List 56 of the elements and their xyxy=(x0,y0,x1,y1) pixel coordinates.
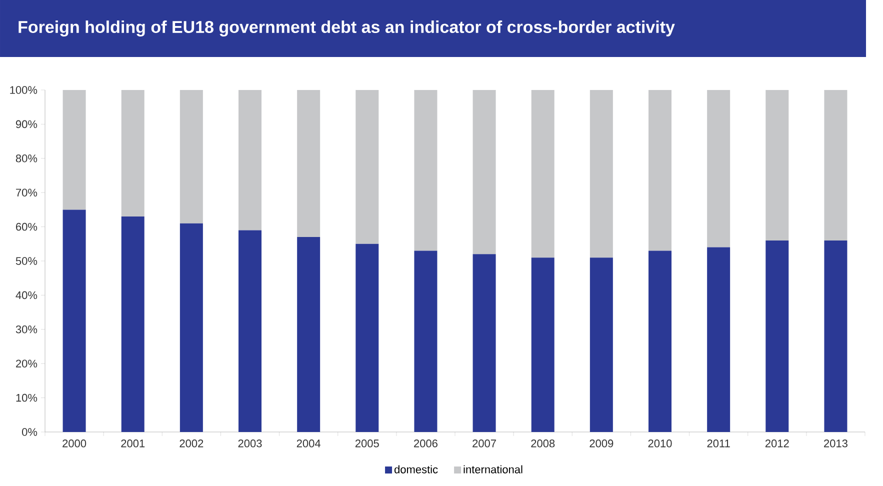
x-tick-label: 2007 xyxy=(472,440,496,448)
y-tick-label: 0% xyxy=(22,428,38,436)
x-tick-label: 2004 xyxy=(296,440,320,448)
chart-title: Foreign holding of EU18 government debt as an indicator of cross-border activity xyxy=(18,20,675,36)
x-tick-label: 2001 xyxy=(121,440,145,448)
x-tick-label: 2009 xyxy=(590,440,614,448)
x-tick-label: 2003 xyxy=(238,440,262,448)
x-tick-label: 2011 xyxy=(707,440,730,448)
bar xyxy=(824,240,848,432)
bar xyxy=(238,230,262,432)
legend-label: international xyxy=(464,465,522,474)
bar xyxy=(648,90,672,251)
y-tick-label: 80% xyxy=(16,154,38,162)
bar xyxy=(121,216,144,432)
bar xyxy=(62,90,86,210)
legend-label: domestic xyxy=(394,465,438,474)
bar xyxy=(356,244,379,432)
bar xyxy=(180,90,203,224)
bar xyxy=(62,210,86,432)
bar xyxy=(472,90,496,254)
bar xyxy=(824,90,848,240)
x-tick-label: 2005 xyxy=(355,440,379,448)
bar xyxy=(648,250,672,432)
bar xyxy=(472,254,496,432)
y-tick-label: 60% xyxy=(16,222,38,231)
bar xyxy=(590,258,613,432)
y-tick-label: 90% xyxy=(16,120,38,128)
bar xyxy=(414,250,438,432)
y-tick-label: 70% xyxy=(16,188,38,196)
x-tick-label: 2006 xyxy=(414,440,438,448)
x-tick-label: 2013 xyxy=(824,440,848,448)
bar xyxy=(297,90,320,238)
bar xyxy=(238,90,262,230)
y-tick-label: 40% xyxy=(16,291,38,300)
y-tick-label: 50% xyxy=(16,257,38,265)
x-tick-label: 2008 xyxy=(531,440,555,448)
y-tick-label: 100% xyxy=(10,86,38,94)
y-tick-label: 20% xyxy=(16,360,38,368)
bar xyxy=(180,223,203,432)
bar xyxy=(590,90,613,258)
bar xyxy=(356,90,379,244)
x-tick-label: 2010 xyxy=(648,440,672,448)
bar xyxy=(766,90,789,240)
bar xyxy=(531,258,554,432)
x-tick-label: 2000 xyxy=(62,440,86,448)
bar xyxy=(531,90,554,258)
y-tick-label: 30% xyxy=(16,326,38,334)
bar xyxy=(707,247,730,432)
y-tick-label: 10% xyxy=(16,394,38,402)
bar xyxy=(121,90,144,217)
x-tick-label: 2002 xyxy=(180,440,204,448)
bar xyxy=(707,90,730,248)
bar xyxy=(414,90,438,251)
bar xyxy=(766,240,789,432)
bar xyxy=(297,237,320,432)
x-tick-label: 2012 xyxy=(765,440,789,448)
